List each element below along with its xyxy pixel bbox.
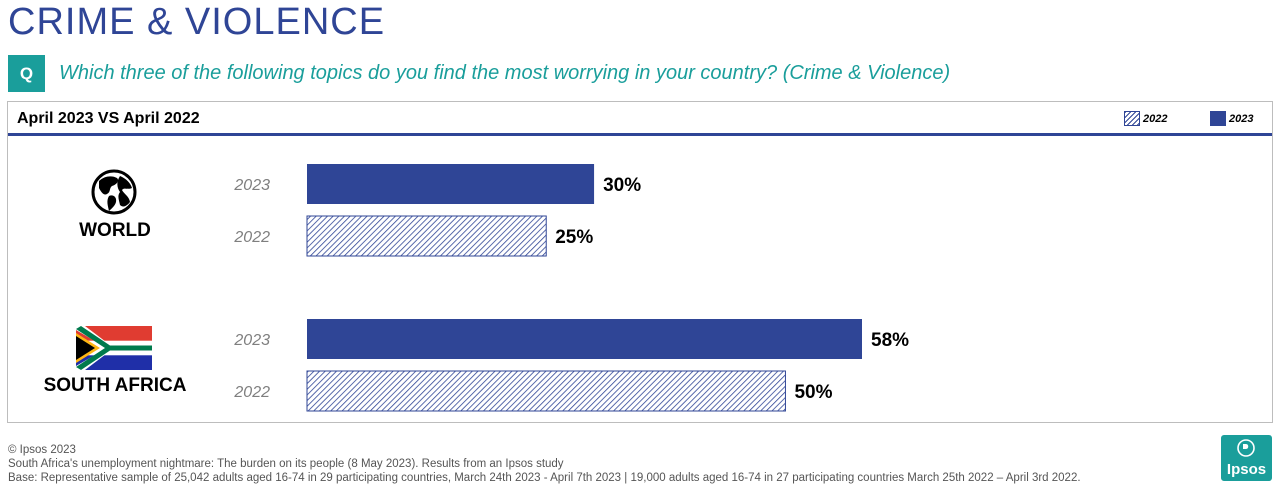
ipsos-logo: Ipsos [1221,435,1272,481]
data-label: 58% [871,330,909,351]
data-label: 25% [555,227,593,248]
chart-panel: April 2023 VS April 2022 2022 2023 [7,101,1273,423]
source-text: South Africa's unemployment nightmare: T… [8,458,564,470]
copyright-text: © Ipsos 2023 [8,444,76,456]
series-year-label: 2022 [233,229,270,246]
chart-subtitle: April 2023 VS April 2022 [17,110,200,127]
legend-swatch-hatched [1124,111,1140,126]
panel-header: April 2023 VS April 2022 2022 2023 [8,102,1272,136]
data-label: 50% [794,382,832,403]
series-year-label: 2023 [233,177,270,194]
page-title: CRIME & VIOLENCE [8,1,386,43]
series-year-label: 2022 [233,384,270,401]
bar-2022 [306,370,786,412]
legend-item-2022: 2022 [1124,111,1167,126]
category-label: SOUTH AFRICA [44,375,187,396]
bar-2022 [306,215,547,257]
globe-icon [91,169,137,215]
legend-swatch-solid [1210,111,1226,126]
data-label: 30% [603,175,641,196]
legend-label: 2022 [1143,112,1168,125]
logo-mark-icon [1237,439,1255,457]
logo-text: Ipsos [1226,461,1267,478]
legend-item-2023: 2023 [1210,111,1253,126]
south-africa-flag-icon [76,326,152,370]
question-badge: Q [8,55,45,92]
footer: © Ipsos 2023 South Africa's unemployment… [8,443,1081,485]
legend-label: 2023 [1229,112,1254,125]
question-text: Which three of the following topics do y… [59,62,951,84]
base-text: Base: Representative sample of 25,042 ad… [8,472,1081,484]
bar-2023 [307,164,595,204]
bar-2023 [307,319,862,359]
series-year-label: 2023 [233,332,270,349]
category-label: WORLD [79,220,151,241]
